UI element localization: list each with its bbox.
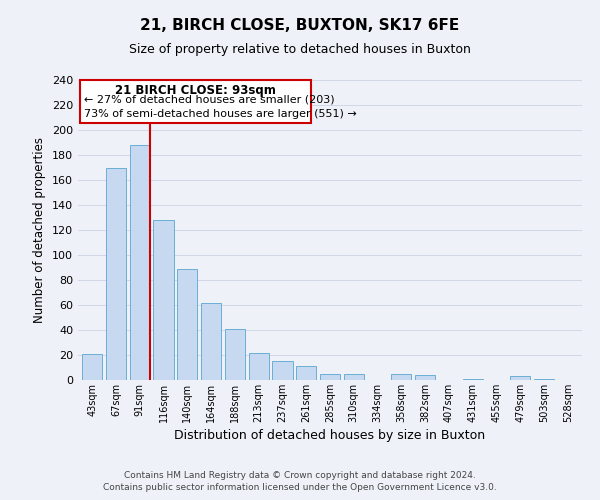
Bar: [463, 379, 483, 380]
Text: ← 27% of detached houses are smaller (203): ← 27% of detached houses are smaller (20…: [84, 95, 335, 105]
Bar: [391, 374, 412, 380]
X-axis label: Distribution of detached houses by size in Buxton: Distribution of detached houses by size …: [175, 429, 485, 442]
Bar: [296, 366, 316, 380]
Bar: [130, 145, 150, 380]
Text: 21, BIRCH CLOSE, BUXTON, SK17 6FE: 21, BIRCH CLOSE, BUXTON, SK17 6FE: [140, 18, 460, 32]
Bar: [225, 329, 245, 380]
Text: Size of property relative to detached houses in Buxton: Size of property relative to detached ho…: [129, 42, 471, 56]
Bar: [177, 269, 197, 380]
Bar: [272, 361, 293, 380]
Bar: [82, 354, 103, 380]
Bar: [154, 220, 173, 380]
Bar: [320, 374, 340, 380]
Bar: [415, 375, 435, 380]
Bar: [201, 302, 221, 380]
Bar: [534, 379, 554, 380]
Bar: [510, 376, 530, 380]
Text: 21 BIRCH CLOSE: 93sqm: 21 BIRCH CLOSE: 93sqm: [115, 84, 276, 97]
Bar: [106, 168, 126, 380]
Bar: [344, 374, 364, 380]
Bar: [248, 352, 269, 380]
FancyBboxPatch shape: [80, 80, 311, 122]
Text: Contains HM Land Registry data © Crown copyright and database right 2024.: Contains HM Land Registry data © Crown c…: [124, 472, 476, 480]
Text: Contains public sector information licensed under the Open Government Licence v3: Contains public sector information licen…: [103, 482, 497, 492]
Text: 73% of semi-detached houses are larger (551) →: 73% of semi-detached houses are larger (…: [84, 109, 356, 118]
Y-axis label: Number of detached properties: Number of detached properties: [34, 137, 46, 323]
